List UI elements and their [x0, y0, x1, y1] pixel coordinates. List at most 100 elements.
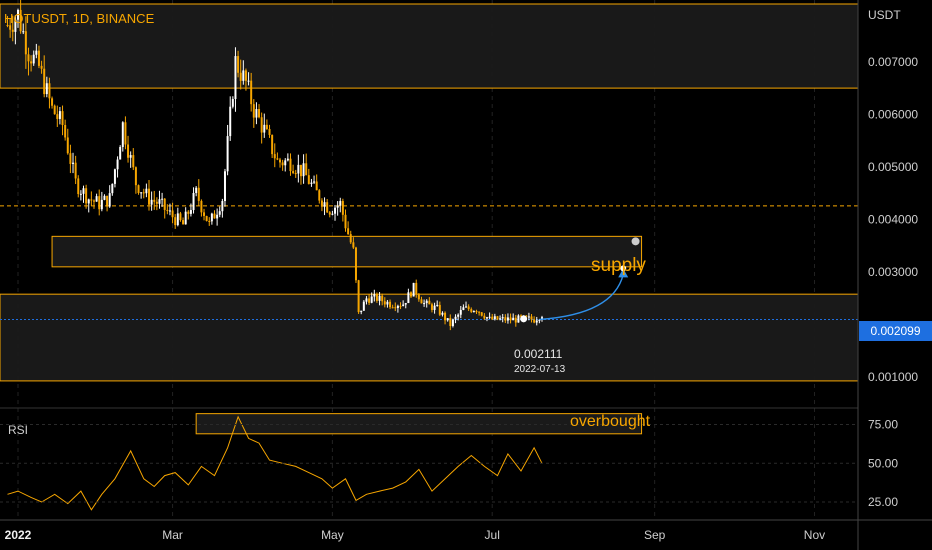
arrow-target	[620, 265, 627, 272]
candle-body	[40, 65, 43, 69]
price-zone-0	[0, 3, 859, 89]
candle-body	[480, 312, 483, 316]
candle-body	[370, 296, 373, 303]
candle-body	[289, 158, 292, 172]
candle-body	[362, 301, 365, 311]
candle-body	[533, 319, 536, 323]
candle-body	[69, 153, 72, 164]
candle-body	[538, 319, 541, 321]
price-tick-label: 0.005000	[868, 160, 918, 174]
candle-body	[77, 178, 80, 195]
candle-body	[226, 136, 229, 172]
candle-body	[396, 305, 399, 309]
candle-body	[210, 213, 213, 222]
candle-body	[216, 214, 219, 219]
candle-body	[491, 316, 494, 320]
candle-body	[260, 117, 263, 133]
candle-body	[527, 316, 530, 318]
candle-body	[488, 316, 491, 318]
price-tick-label: 0.007000	[868, 55, 918, 69]
candle-body	[255, 109, 258, 118]
candle-body	[509, 317, 512, 321]
candle-body	[72, 162, 75, 164]
candle-body	[184, 211, 187, 225]
candle-body	[150, 199, 153, 205]
point-value-label: 0.002111	[514, 347, 563, 361]
candle-body	[103, 195, 106, 200]
candle-body	[213, 213, 216, 219]
time-tick-label: Mar	[162, 528, 183, 542]
candle-body	[423, 303, 426, 305]
candle-body	[37, 50, 40, 66]
candle-body	[336, 205, 339, 208]
candle-body	[512, 317, 515, 321]
rsi-tick-label: 50.00	[868, 456, 898, 470]
candle-body	[441, 312, 444, 315]
candle-body	[292, 171, 295, 174]
arrow-head	[618, 268, 629, 278]
candle-body	[305, 163, 308, 176]
candle-body	[205, 215, 208, 221]
candle-body	[163, 198, 166, 210]
candle-body	[234, 56, 237, 100]
candle-body	[517, 315, 520, 323]
candle-body	[158, 199, 161, 204]
candle-body	[61, 111, 64, 125]
candle-body	[92, 200, 95, 202]
candle-body	[331, 213, 334, 215]
candle-body	[252, 104, 255, 118]
candle-body	[530, 316, 533, 320]
candle-body	[56, 114, 59, 119]
overbought-zone	[195, 413, 643, 435]
candle-body	[326, 202, 329, 213]
candle-body	[58, 111, 61, 119]
candle-body	[344, 214, 347, 229]
candle-body	[394, 307, 397, 309]
candle-body	[402, 304, 405, 306]
price-tick-label: 0.001000	[868, 370, 918, 384]
candle-body	[391, 307, 394, 309]
candle-body	[268, 128, 271, 135]
candle-body	[179, 213, 182, 221]
candle-body	[496, 316, 499, 320]
price-zone-2	[0, 293, 859, 382]
candle-body	[239, 72, 242, 81]
candle-body	[161, 198, 164, 200]
candle-body	[127, 144, 130, 158]
overbought-annotation[interactable]: overbought	[570, 413, 651, 430]
candle-body	[189, 210, 192, 214]
candle-body	[417, 294, 420, 300]
candle-body	[504, 317, 507, 321]
candle-body	[472, 311, 475, 313]
candle-body	[74, 162, 77, 179]
candle-body	[53, 105, 56, 115]
candle-body	[357, 280, 360, 313]
candle-body	[307, 175, 310, 184]
candle-body	[444, 312, 447, 321]
candle-body	[51, 98, 54, 106]
candle-body	[407, 292, 410, 304]
candle-body	[187, 211, 190, 214]
candle-body	[132, 155, 135, 168]
candle-body	[95, 196, 98, 202]
candle-body	[6, 25, 9, 27]
candle-body	[100, 199, 103, 210]
candle-body	[347, 228, 350, 235]
supply-annotation[interactable]: supply	[591, 255, 646, 276]
price-tick-label: 0.006000	[868, 107, 918, 121]
candle-body	[176, 213, 179, 226]
candle-body	[124, 122, 127, 145]
candle-body	[425, 300, 428, 304]
candle-body	[281, 162, 284, 166]
candle-body	[98, 196, 101, 210]
candle-body	[250, 80, 253, 105]
candle-body	[328, 212, 331, 215]
candle-body	[430, 304, 433, 310]
candle-body	[14, 19, 17, 32]
candle-body	[119, 147, 122, 160]
candle-body	[483, 315, 486, 319]
candle-body	[420, 299, 423, 304]
candle-body	[428, 300, 431, 305]
candle-body	[258, 109, 261, 118]
